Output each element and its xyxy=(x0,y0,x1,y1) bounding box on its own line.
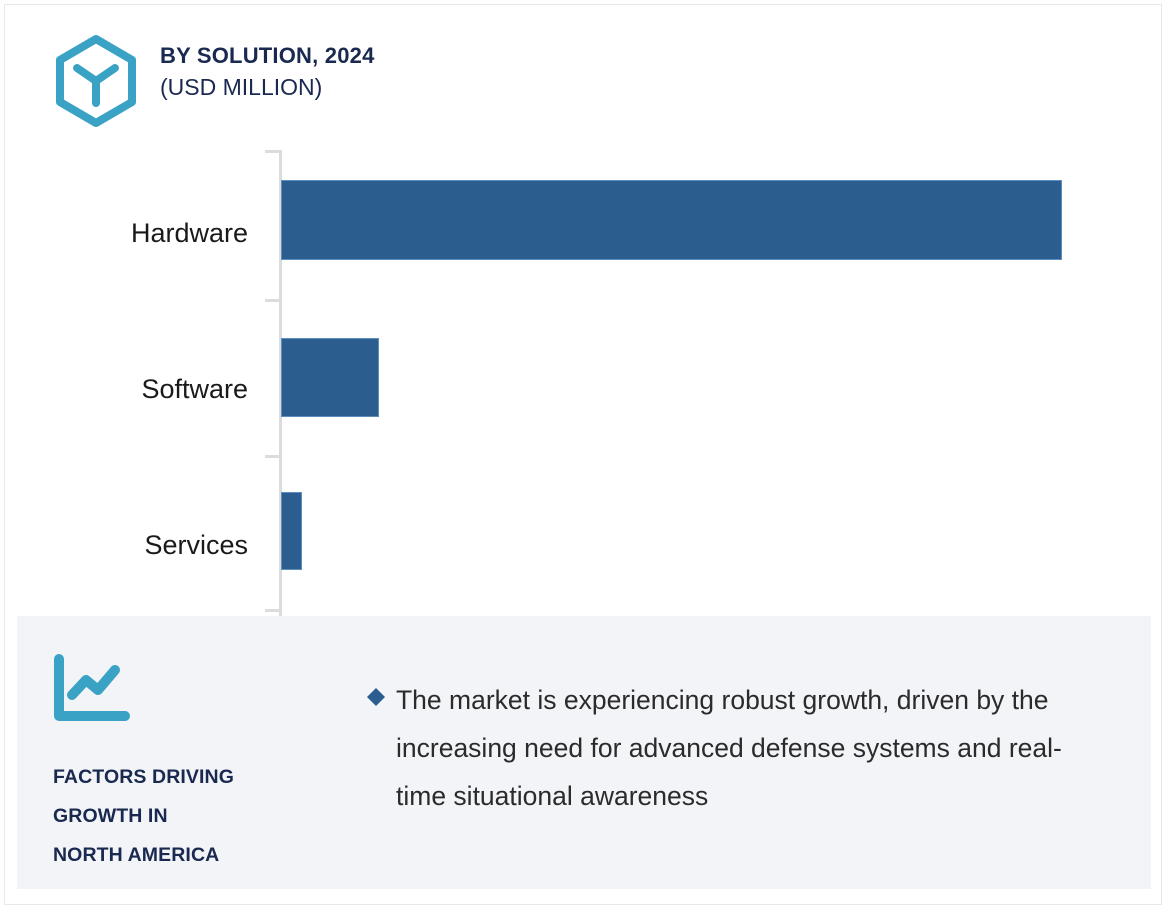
axis-tick xyxy=(265,299,281,302)
title-line-primary: BY SOLUTION, 2024 xyxy=(160,43,375,68)
bar-services xyxy=(281,492,302,570)
line-chart-icon xyxy=(53,654,131,726)
bar-chart: Hardware Software Services xyxy=(5,135,1161,627)
category-label-software: Software xyxy=(141,374,248,404)
factors-panel: FACTORS DRIVING GROWTH IN NORTH AMERICA … xyxy=(17,616,1151,889)
axis-tick xyxy=(265,455,281,458)
infographic-card: BY SOLUTION, 2024 (USD MILLION) Hardware… xyxy=(4,4,1162,905)
axis-tick xyxy=(265,609,281,612)
bullet-text: The market is experiencing robust growth… xyxy=(396,685,1062,811)
hexagon-y-logo-icon xyxy=(53,35,139,127)
factors-heading-line-2: GROWTH IN xyxy=(53,805,168,827)
category-label-services: Services xyxy=(144,530,248,560)
chart-plot-area: Hardware Software Services xyxy=(5,135,1161,627)
factors-heading-line-3: NORTH AMERICA xyxy=(53,844,220,866)
header: BY SOLUTION, 2024 (USD MILLION) xyxy=(5,5,1161,135)
bar-hardware xyxy=(281,180,1062,260)
category-axis-line xyxy=(279,150,282,627)
bullet-item: The market is experiencing robust growth… xyxy=(365,676,1105,820)
title-line-secondary: (USD MILLION) xyxy=(160,74,323,100)
page-title: BY SOLUTION, 2024 (USD MILLION) xyxy=(160,41,375,103)
factors-heading-line-1: FACTORS DRIVING xyxy=(53,766,234,788)
bar-software xyxy=(281,338,379,417)
factors-heading: FACTORS DRIVING GROWTH IN NORTH AMERICA xyxy=(53,758,343,875)
axis-tick xyxy=(265,150,281,153)
category-label-hardware: Hardware xyxy=(130,218,248,248)
diamond-bullet-icon xyxy=(365,686,387,713)
